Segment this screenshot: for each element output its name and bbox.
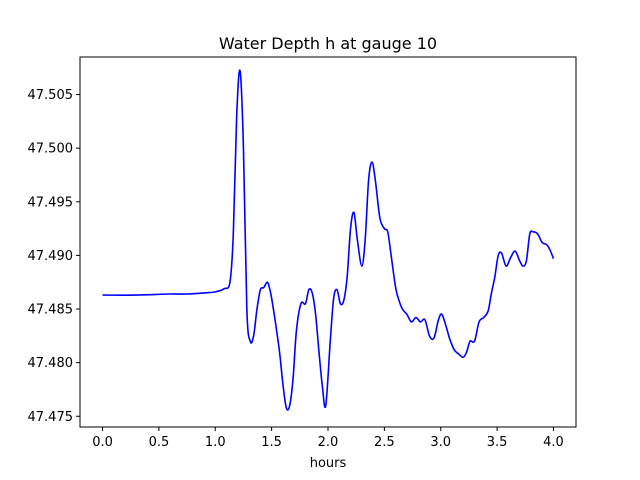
plot-area bbox=[102, 69, 555, 411]
series-line-0 bbox=[102, 69, 555, 411]
x-tick-label: 1.0 bbox=[205, 435, 226, 450]
y-tick-label: 47.495 bbox=[28, 195, 74, 210]
y-tick-label: 47.500 bbox=[28, 142, 74, 157]
x-axis: 0.0 0.5 1.0 1.5 2.0 2.5 3.0 3.5 4.0 bbox=[92, 427, 564, 450]
x-tick-label: 3.5 bbox=[487, 435, 508, 450]
chart-title: Water Depth h at gauge 10 bbox=[219, 34, 437, 53]
y-tick-label: 47.490 bbox=[28, 249, 74, 264]
y-tick-label: 47.475 bbox=[28, 410, 74, 425]
y-axis: 47.475 47.480 47.485 47.490 47.495 47.500 47.5… bbox=[28, 88, 80, 425]
x-tick-label: 2.0 bbox=[318, 435, 339, 450]
x-tick-label: 0.0 bbox=[92, 435, 113, 450]
x-tick-label: 4.0 bbox=[543, 435, 564, 450]
y-tick-label: 47.485 bbox=[28, 303, 74, 318]
y-tick-label: 47.480 bbox=[28, 356, 74, 371]
x-axis-label: hours bbox=[310, 456, 347, 471]
x-tick-label: 2.5 bbox=[374, 435, 395, 450]
y-tick-label: 47.505 bbox=[28, 88, 74, 103]
x-tick-label: 0.5 bbox=[149, 435, 170, 450]
x-tick-label: 1.5 bbox=[261, 435, 282, 450]
x-tick-label: 3.0 bbox=[430, 435, 451, 450]
